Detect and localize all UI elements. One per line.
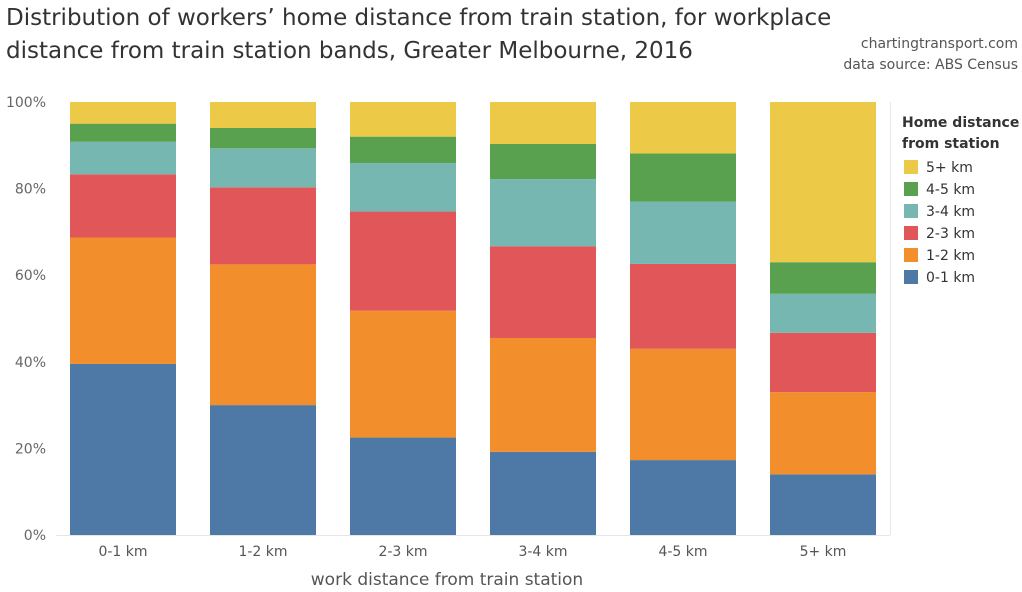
legend-label: 0-1 km: [926, 270, 975, 286]
legend-swatch: [904, 182, 918, 196]
bar-segment: [70, 174, 176, 238]
bar-segment: [350, 102, 456, 137]
legend-title-line2: from station: [902, 136, 1000, 152]
bar-segment: [770, 392, 876, 475]
bar-segment: [630, 348, 736, 461]
site-credit: chartingtransport.com: [860, 36, 1018, 52]
legend-label: 2-3 km: [926, 226, 975, 242]
bar-segment: [70, 363, 176, 535]
bar-segment: [70, 123, 176, 142]
bar-segment: [210, 127, 316, 149]
bar-segment: [490, 451, 596, 535]
legend-item: 0-1 km: [904, 270, 975, 286]
legend-item: 3-4 km: [904, 204, 975, 220]
legend-label: 4-5 km: [926, 182, 975, 198]
chart-title: Distribution of workers’ home distance f…: [6, 5, 832, 64]
y-tick-label: 80%: [15, 182, 46, 198]
legend-swatch: [904, 160, 918, 174]
source-note: chartingtransport.com data source: ABS C…: [843, 34, 1018, 76]
bar-segment: [70, 102, 176, 124]
bar-segment: [490, 246, 596, 338]
bar-segment: [210, 405, 316, 535]
bar-segment: [770, 293, 876, 333]
y-axis: 0% 20% 40% 60% 80% 100%: [6, 95, 46, 544]
bar-segment: [630, 460, 736, 535]
bar-segment: [490, 337, 596, 452]
y-tick-label: 0%: [24, 528, 46, 544]
y-tick-label: 40%: [15, 355, 46, 371]
bar-segment: [70, 141, 176, 175]
legend-item: 2-3 km: [904, 226, 975, 242]
bar-segment: [630, 201, 736, 264]
bar-segment: [770, 102, 876, 263]
bar-stack-0-1km: [70, 102, 176, 535]
bar-segment: [490, 144, 596, 180]
bar-segment: [350, 437, 456, 535]
bar-segment: [490, 102, 596, 145]
x-tick-label: 1-2 km: [238, 544, 287, 560]
bar-stack-2-3km: [350, 102, 456, 535]
legend-item: 5+ km: [904, 160, 973, 176]
legend: Home distance from station 5+ km 4-5 km 3-4 …: [902, 115, 1019, 286]
bar-segment: [350, 310, 456, 438]
x-tick-label: 0-1 km: [98, 544, 147, 560]
legend-swatch: [904, 248, 918, 262]
legend-label: 5+ km: [926, 160, 973, 176]
x-tick-label: 5+ km: [800, 544, 847, 560]
legend-swatch: [904, 204, 918, 218]
bar-segment: [490, 179, 596, 247]
bar-segment: [210, 187, 316, 265]
bar-segment: [630, 263, 736, 349]
y-tick-label: 100%: [6, 95, 46, 111]
legend-title: Home distance: [902, 115, 1019, 131]
legend-label: 3-4 km: [926, 204, 975, 220]
bar-stack-3-4km: [490, 102, 596, 535]
x-axis: 0-1 km 1-2 km 2-3 km 3-4 km 4-5 km 5+ km work …: [98, 544, 846, 590]
bar-segment: [70, 237, 176, 364]
legend-swatch: [904, 270, 918, 284]
legend-label: 1-2 km: [926, 248, 975, 264]
x-tick-label: 4-5 km: [658, 544, 707, 560]
x-tick-label: 3-4 km: [518, 544, 567, 560]
bar-segment: [210, 148, 316, 188]
bar-stack-4-5km: [630, 102, 736, 535]
bar-segment: [210, 264, 316, 406]
y-tick-label: 20%: [15, 441, 46, 457]
plot-area: [56, 102, 891, 536]
bar-stack-1-2km: [210, 102, 316, 535]
data-source: data source: ABS Census: [843, 57, 1018, 73]
bar-segment: [770, 474, 876, 535]
x-tick-label: 2-3 km: [378, 544, 427, 560]
legend-item: 1-2 km: [904, 248, 975, 264]
y-tick-label: 60%: [15, 268, 46, 284]
legend-swatch: [904, 226, 918, 240]
bar-stack-5pluskm: [770, 102, 876, 535]
bar-segment: [350, 136, 456, 164]
bar-segment: [770, 332, 876, 393]
bar-segment: [350, 163, 456, 212]
bar-segment: [630, 153, 736, 202]
bar-segment: [210, 102, 316, 128]
bar-segment: [630, 102, 736, 154]
bar-segment: [770, 262, 876, 294]
bar-segment: [350, 211, 456, 311]
x-axis-title: work distance from train station: [311, 570, 583, 590]
legend-item: 4-5 km: [904, 182, 975, 198]
